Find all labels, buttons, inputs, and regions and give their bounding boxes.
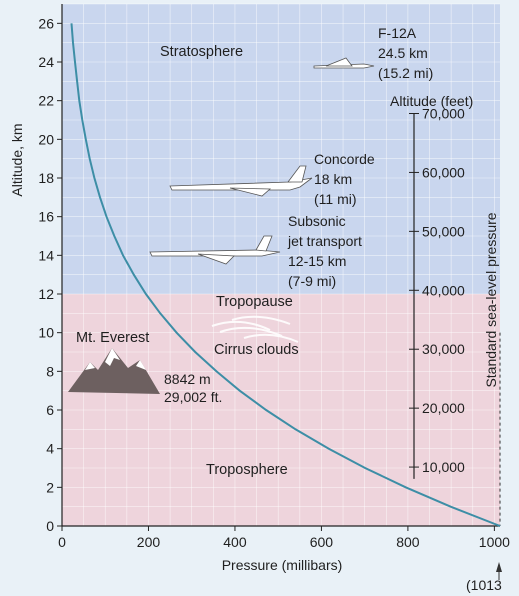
f12a-aircraft-icon (313, 57, 375, 69)
y-tick-label: 8 (46, 363, 54, 379)
sea-level-arrow (496, 562, 502, 572)
y-tick-label: 10 (38, 325, 54, 341)
mt-everest-illustration (68, 348, 160, 394)
concorde-name: Concorde (314, 151, 375, 167)
x-tick-label: 600 (310, 534, 334, 550)
feet-tick-label: 10,000 (422, 459, 465, 475)
subsonic-line1: Subsonic (288, 213, 346, 229)
subsonic-km: 12-15 km (288, 253, 346, 269)
feet-tick-label: 60,000 (422, 164, 465, 180)
everest-name-label: Mt. Everest (76, 330, 149, 346)
subsonic-line2: jet transport (287, 233, 362, 249)
concorde-aircraft-icon (169, 165, 313, 197)
y-tick-label: 26 (38, 15, 54, 31)
y-tick-label: 16 (38, 209, 54, 225)
feet-axis-title: Altitude (feet) (390, 93, 473, 109)
concorde-mi: (11 mi) (314, 191, 357, 207)
everest-height-ft: 29,002 ft. (164, 389, 222, 405)
y-tick-label: 14 (38, 247, 54, 263)
subsonic-mi: (7-9 mi) (288, 273, 336, 289)
feet-tick-label: 20,000 (422, 400, 465, 416)
pressure-altitude-curve (70, 23, 501, 527)
sea-level-value-label: (1013 (466, 577, 502, 593)
y-tick-label: 6 (46, 402, 54, 418)
feet-tick-label: 30,000 (422, 341, 465, 357)
feet-tick-label: 50,000 (422, 223, 465, 239)
feet-tick-label: 40,000 (422, 282, 465, 298)
everest-height-m: 8842 m (164, 371, 211, 387)
x-tick-label: 400 (223, 534, 247, 550)
subsonic-jet-aircraft-icon (149, 235, 281, 265)
x-axis-label: Pressure (millibars) (222, 557, 343, 573)
y-tick-label: 12 (38, 286, 54, 302)
y-tick-label: 4 (46, 441, 54, 457)
cirrus-clouds-illustration (211, 315, 299, 343)
x-tick-label: 1000 (479, 534, 510, 550)
stratosphere-label: Stratosphere (160, 44, 243, 60)
y-tick-label: 18 (38, 170, 54, 186)
feet-axis: 10,000 20,000 30,000 40,000 50,000 60,000 70,0… (409, 106, 465, 479)
troposphere-label: Troposphere (206, 462, 288, 478)
f12a-mi: (15.2 mi) (378, 65, 433, 81)
y-tick-label: 22 (38, 93, 54, 109)
x-tick-label: 800 (396, 534, 420, 550)
y-tick-label: 2 (46, 479, 54, 495)
sea-level-pressure-label: Standard sea-level pressure (483, 212, 499, 387)
feet-tick-label: 70,000 (422, 106, 465, 122)
concorde-km: 18 km (314, 171, 352, 187)
y-tick-label: 0 (46, 518, 54, 534)
y-tick-label: 20 (38, 131, 54, 147)
f12a-name: F-12A (378, 25, 417, 41)
x-tick-label: 200 (137, 534, 161, 550)
f12a-km: 24.5 km (378, 45, 428, 61)
x-ticks: 0 200 400 600 800 1000 (58, 526, 510, 550)
tropopause-label: Tropopause (216, 294, 293, 310)
cirrus-clouds-label: Cirrus clouds (214, 342, 299, 358)
y-tick-label: 24 (38, 54, 54, 70)
x-tick-label: 0 (58, 534, 66, 550)
y-axis-label: Altitude, km (9, 123, 25, 196)
stratosphere-band (62, 4, 500, 294)
